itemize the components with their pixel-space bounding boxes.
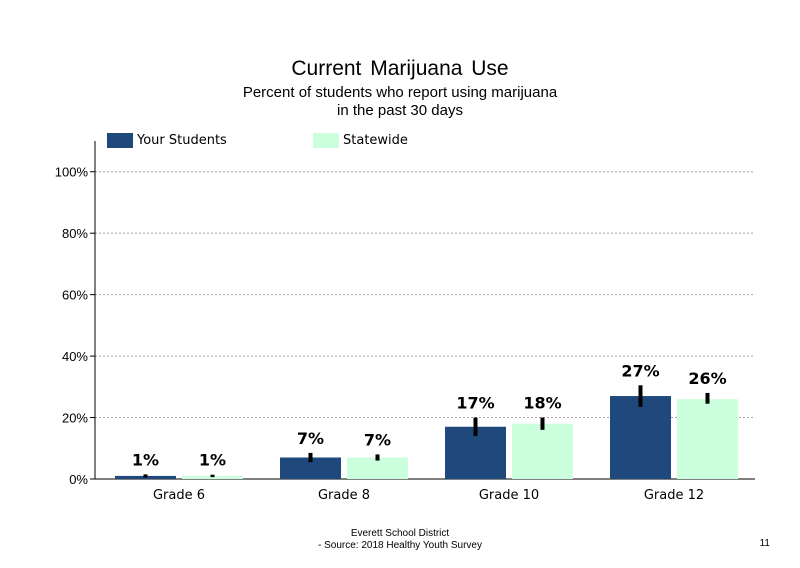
value-label-statewide-grade-6: 1% (199, 451, 226, 470)
footer: Everett School District - Source: 2018 H… (0, 528, 800, 552)
x-tick-label-grade-12: Grade 12 (644, 488, 704, 503)
y-tick-label-80: 80% (62, 226, 88, 241)
value-label-your-students-grade-8: 7% (297, 429, 324, 448)
y-tick-label-100: 100% (55, 165, 89, 180)
subtitle-line-2: in the past 30 days (337, 102, 463, 119)
value-label-your-students-grade-12: 27% (621, 361, 659, 380)
footer-district: Everett School District (350, 528, 450, 539)
bar-statewide-grade-8 (347, 457, 408, 479)
chart-subtitle: Percent of students who report using mar… (0, 84, 800, 120)
bar-your-students-grade-8 (280, 457, 341, 479)
legend-label-your-students: Your Students (137, 133, 227, 148)
value-label-your-students-grade-10: 17% (456, 394, 494, 413)
chart-title: Current Marijuana Use (291, 57, 509, 80)
bar-statewide-grade-10 (512, 423, 573, 479)
value-label-statewide-grade-8: 7% (364, 430, 391, 449)
x-tick-label-grade-8: Grade 8 (318, 488, 370, 503)
y-tick-label-60: 60% (62, 288, 88, 303)
value-label-statewide-grade-12: 26% (688, 369, 726, 388)
footer-source: - Source: 2018 Healthy Youth Survey (318, 540, 482, 551)
value-label-your-students-grade-6: 1% (132, 450, 159, 469)
y-tick-label-40: 40% (62, 349, 88, 364)
bar-statewide-grade-6 (182, 475, 243, 479)
legend-swatch-statewide (313, 133, 339, 148)
legend-label-statewide: Statewide (343, 133, 408, 148)
bar-statewide-grade-12 (677, 399, 738, 479)
x-tick-label-grade-10: Grade 10 (479, 488, 539, 503)
subtitle-line-1: Percent of students who report using mar… (242, 84, 558, 101)
page-number: 11 (759, 538, 770, 549)
y-tick-label-20: 20% (62, 411, 88, 426)
bar-your-students-grade-12 (610, 396, 671, 479)
x-tick-label-grade-6: Grade 6 (153, 488, 205, 503)
value-label-statewide-grade-10: 18% (523, 394, 561, 413)
legend-swatch-your-students (107, 133, 133, 148)
y-tick-label-0: 0% (69, 472, 88, 487)
